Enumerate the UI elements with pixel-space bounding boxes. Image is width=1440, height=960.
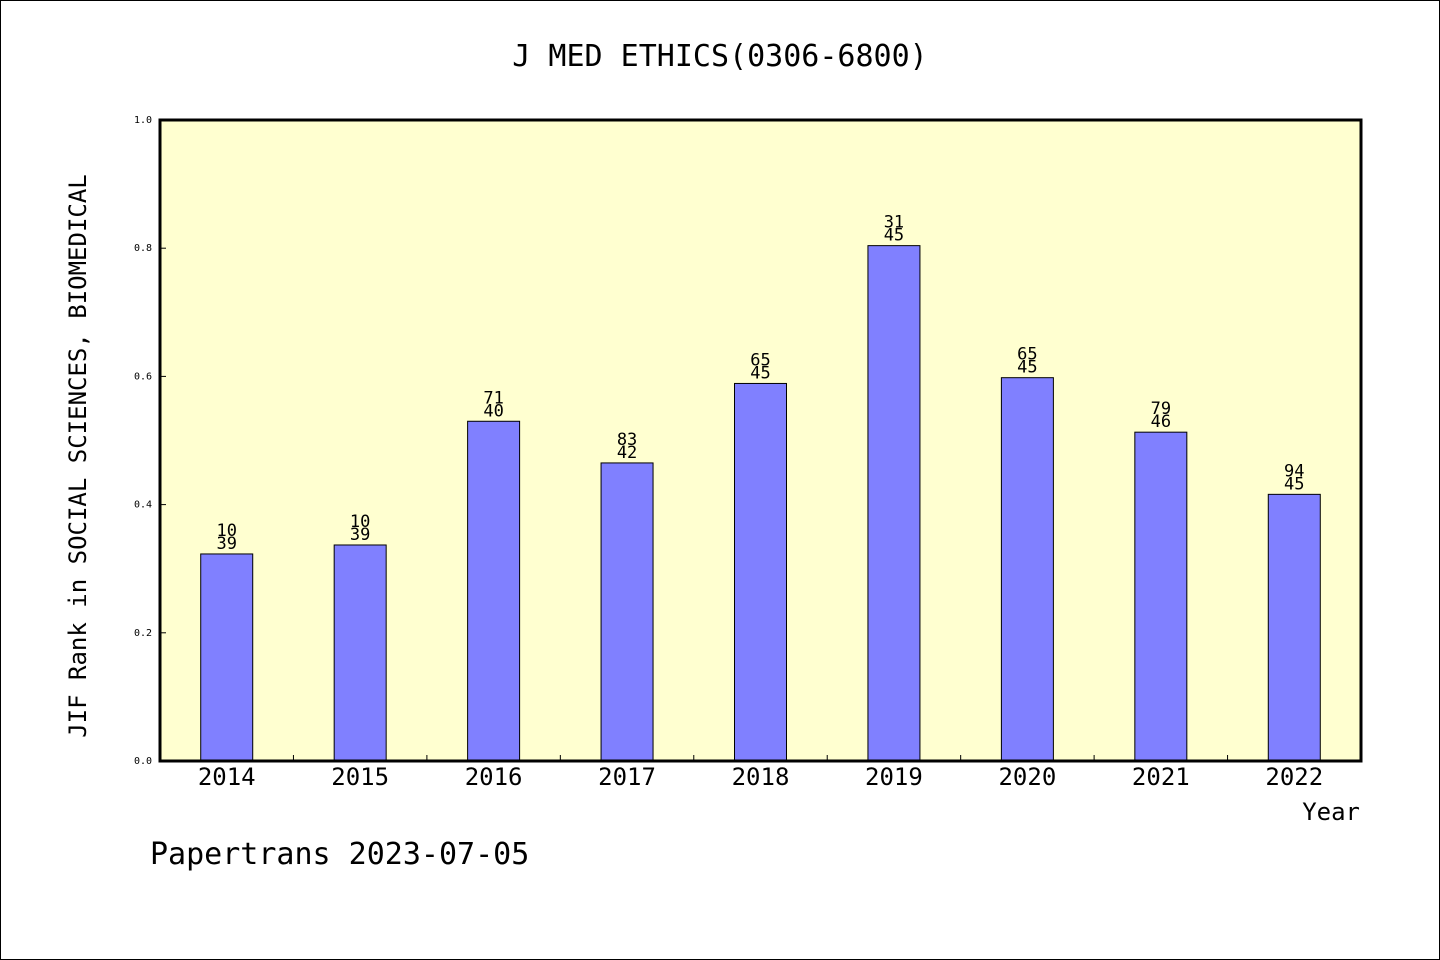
bar [867, 245, 921, 762]
bar-label-bottom: 39 [216, 534, 236, 554]
x-tick-label: 2019 [865, 763, 923, 791]
y-tick-label: 1.0 [134, 115, 152, 126]
bar-label-top: 79 [1151, 399, 1171, 419]
bar-label-top: 10 [350, 512, 370, 532]
x-axis-label: Year [1302, 798, 1360, 826]
x-tick-label: 2022 [1265, 763, 1323, 791]
bar-label-bottom: 39 [350, 525, 370, 545]
x-tick-label: 2015 [331, 763, 389, 791]
y-tick-label: 0.8 [134, 243, 152, 254]
bar-label-top: 65 [750, 350, 770, 370]
bar-label-bottom: 45 [750, 363, 770, 383]
x-tick-label: 2020 [998, 763, 1056, 791]
bar-label-top: 31 [884, 213, 904, 233]
bar-label-bottom: 45 [884, 226, 904, 246]
bar-label-bottom: 40 [483, 401, 503, 421]
x-tick-label: 2018 [732, 763, 790, 791]
bar [1134, 431, 1188, 762]
bar-label-top: 83 [617, 430, 637, 450]
chart-title: J MED ETHICS(0306-6800) [512, 39, 927, 74]
bar-label-bottom: 46 [1151, 412, 1171, 432]
bar [734, 382, 787, 762]
x-axis-ticks: 2014 2015 2016 2017 2018 2019 2020 2021 2022 [198, 755, 1323, 791]
x-tick-label: 2016 [465, 763, 523, 791]
bar-label-top: 65 [1017, 345, 1037, 365]
y-tick-label: 0.6 [134, 371, 152, 382]
bar [333, 544, 387, 762]
x-tick-label: 2014 [198, 763, 256, 791]
bar [1000, 377, 1054, 762]
plot-border [158, 118, 1363, 763]
x-tick-label: 2017 [598, 763, 656, 791]
y-tick-label: 0.2 [134, 628, 152, 639]
x-tick-label: 2021 [1132, 763, 1190, 791]
bar-label-top: 71 [483, 388, 503, 408]
bar-label-top: 10 [216, 521, 236, 541]
bar [200, 553, 254, 762]
bar [1267, 493, 1321, 762]
bar-label-bottom: 45 [1017, 358, 1037, 378]
bar-label-bottom: 42 [617, 443, 637, 463]
y-tick-label: 0.0 [134, 756, 152, 767]
bar [467, 420, 521, 762]
y-tick-label: 0.4 [134, 500, 152, 511]
bar-label-top: 94 [1284, 461, 1304, 481]
bar [600, 462, 654, 762]
y-axis-label: JIF Rank in SOCIAL SCIENCES, BIOMEDICAL [64, 174, 92, 738]
footer-credit: Papertrans 2023-07-05 [150, 837, 529, 872]
bar-label-bottom: 45 [1284, 474, 1304, 494]
